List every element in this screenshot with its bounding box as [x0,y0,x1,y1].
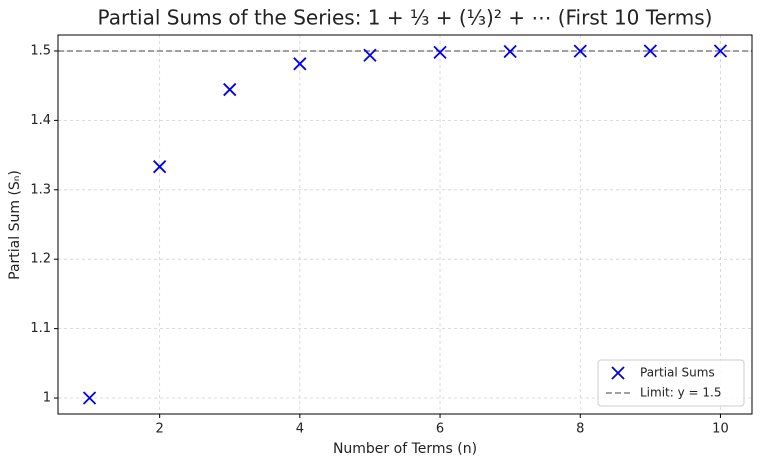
legend-marker [611,366,625,380]
x-tick-label: 4 [296,422,304,437]
x-tick-label: 2 [156,422,164,437]
legend-label: Limit: y = 1.5 [640,386,721,400]
y-tick-label: 1.1 [30,321,51,336]
legend-box [597,359,745,407]
y-tick-label: 1.4 [30,113,51,128]
y-tick-label: 1.2 [30,252,51,267]
legend-label: Partial Sums [640,366,715,380]
y-tick-label: 1.3 [30,182,51,197]
data-point [643,44,657,58]
x-tick-label: 6 [436,422,444,437]
data-point [363,48,377,62]
x-tick-label: 8 [576,422,584,437]
data-point [153,160,167,174]
data-point [433,45,447,60]
plot-frame [57,34,753,415]
chart-title: Partial Sums of the Series: 1 + ⅓ + (⅓)²… [98,6,713,30]
data-point [573,44,587,58]
x-axis-label: Number of Terms (n) [333,441,477,457]
data-point [293,57,307,71]
data-point [503,44,517,59]
data-point [713,44,728,58]
y-tick-label: 1 [43,391,51,406]
x-tick-label: 10 [712,422,729,437]
y-axis-label: Partial Sum (Sₙ) [7,170,23,280]
y-tick-label: 1.5 [30,43,51,58]
data-point [82,391,97,405]
data-point [223,82,237,97]
